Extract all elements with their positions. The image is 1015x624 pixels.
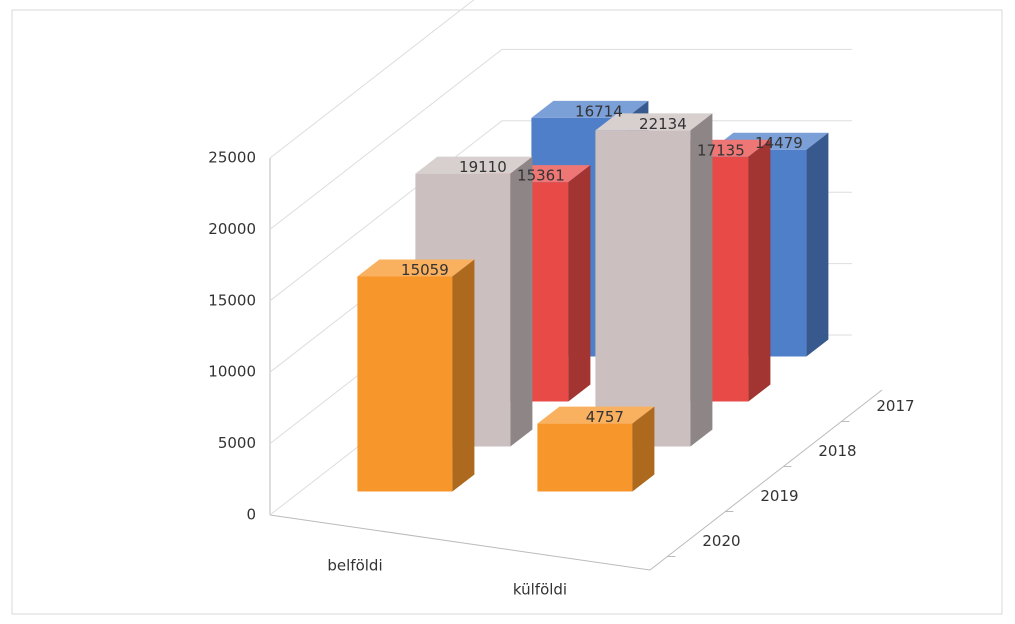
grid-line: [269, 0, 475, 159]
bar-top: [595, 113, 713, 131]
bar-front: [537, 423, 633, 492]
y-tick-label: 20000: [208, 220, 256, 238]
bar: [537, 406, 655, 492]
x-tick-label: külföldi: [513, 581, 567, 599]
bar-side: [690, 113, 713, 447]
data-label: 4757: [586, 408, 624, 426]
y-tick-label: 15000: [208, 291, 256, 309]
x-tick-label: belföldi: [327, 557, 382, 575]
bar: [595, 113, 713, 447]
bar-front: [595, 130, 691, 447]
bar-top: [357, 259, 475, 277]
data-label: 17135: [697, 141, 745, 159]
bar-side: [806, 132, 829, 357]
bar-side: [452, 259, 475, 492]
data-label: 14479: [755, 134, 803, 152]
data-label: 15059: [401, 261, 449, 279]
data-label: 16714: [575, 102, 623, 120]
y-tick-label: 0: [246, 506, 256, 524]
series-label: 2017: [876, 397, 914, 415]
bar-side: [748, 139, 771, 402]
data-label: 15361: [517, 167, 565, 185]
bar-top: [415, 156, 533, 174]
bar-side: [632, 406, 655, 492]
bar-side: [510, 156, 533, 447]
grid-line: [269, 48, 852, 230]
y-tick-label: 25000: [208, 149, 256, 167]
data-label: 19110: [459, 158, 507, 176]
series-label: 2019: [760, 487, 798, 505]
y-tick-label: 5000: [218, 434, 256, 452]
bar-top: [537, 406, 655, 424]
bar: [357, 259, 475, 492]
data-label: 22134: [639, 115, 687, 133]
bar-side: [568, 165, 591, 402]
series-label: 2020: [702, 532, 740, 550]
grid-line: [269, 120, 852, 302]
floor: [269, 389, 883, 571]
y-tick-label: 10000: [208, 363, 256, 381]
series-label: 2018: [818, 442, 856, 460]
bar-front: [357, 276, 453, 492]
